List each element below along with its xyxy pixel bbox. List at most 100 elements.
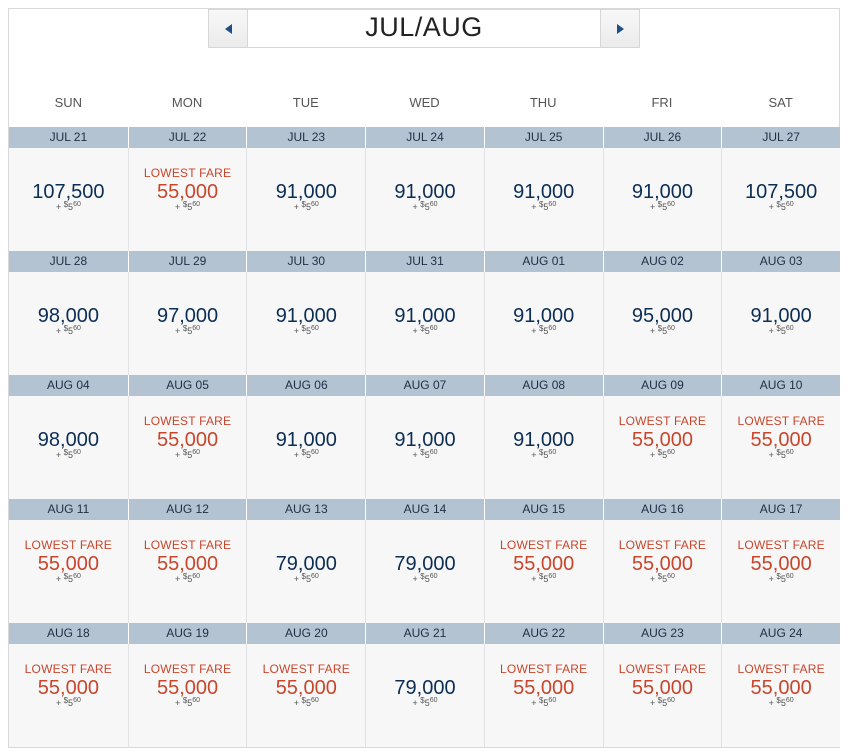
tax-cents: 60 [548,325,557,332]
tax-dollar-sign: $ [657,696,663,705]
day-cell[interactable]: JUL 24 91,000 + $560 [365,127,484,251]
day-cell[interactable]: AUG 15 LOWEST FARE 55,000 + $560 [483,499,603,623]
day-cell[interactable]: AUG 09 LOWEST FARE 55,000 + $560 [602,375,722,499]
fare-miles: 55,000 [156,677,219,699]
tax-whole: 5 [662,574,668,584]
day-cell[interactable]: AUG 02 95,000 + $560 [602,251,722,375]
day-cell[interactable]: JUL 30 91,000 + $560 [246,251,366,375]
weekday-label: MON [171,95,203,110]
tax-prefix: + [649,326,658,336]
tax-prefix: + [293,326,302,336]
day-date-label: JUL 25 [483,127,603,148]
tax-dollar-sign: $ [538,200,544,209]
fare-miles: 79,000 [394,677,456,699]
tax-dollar-sign: $ [301,572,306,581]
day-date-label: AUG 18 [9,623,128,644]
fare-tax: + $560 [9,696,128,708]
day-cell[interactable]: AUG 16 LOWEST FARE 55,000 + $560 [602,499,722,623]
month-navigator: JUL/AUG [208,9,640,48]
day-cell[interactable]: JUL 22 LOWEST FARE 55,000 + $560 [127,127,247,251]
fare-tax: + $560 [722,696,840,708]
day-date-label: AUG 17 [721,499,840,520]
day-cell[interactable]: AUG 11 LOWEST FARE 55,000 + $560 [9,499,128,623]
day-cell[interactable]: JUL 27 107,500 + $560 [721,127,840,251]
lowest-fare-label: LOWEST FARE [143,414,232,428]
tax-cents: 60 [311,201,319,208]
tax-dollar-sign: $ [182,448,188,457]
day-cell[interactable]: AUG 08 91,000 + $560 [483,375,603,499]
previous-month-button[interactable] [209,10,248,47]
day-cell[interactable]: AUG 17 LOWEST FARE 55,000 + $560 [721,499,840,623]
day-cell[interactable]: JUL 21 107,500 + $560 [9,127,128,251]
tax-cents: 60 [311,449,319,456]
tax-whole: 5 [780,698,786,708]
day-cell[interactable]: AUG 22 LOWEST FARE 55,000 + $560 [483,623,603,747]
fare-miles: 55,000 [631,677,693,699]
tax-whole: 5 [305,574,311,584]
day-cell[interactable]: AUG 10 LOWEST FARE 55,000 + $560 [721,375,840,499]
day-date-label: AUG 16 [602,499,722,520]
day-fare: LOWEST FARE 55,000 + $560 [9,644,128,747]
lowest-fare-label: LOWEST FARE [737,662,825,676]
day-cell[interactable]: JUL 31 91,000 + $560 [365,251,484,375]
arrow-right-icon [616,23,624,34]
day-cell[interactable]: AUG 20 LOWEST FARE 55,000 + $560 [246,623,366,747]
day-cell[interactable]: AUG 14 79,000 + $560 [365,499,484,623]
tax-prefix: + [531,574,539,584]
day-fare: 91,000 + $560 [485,148,603,251]
lowest-fare-label: LOWEST FARE [618,538,707,552]
day-cell[interactable]: JUL 26 91,000 + $560 [602,127,722,251]
fare-tax: + $560 [129,324,247,336]
weekday-label: FRI [651,95,673,110]
day-cell[interactable]: JUL 29 97,000 + $560 [127,251,247,375]
tax-whole: 5 [543,326,549,336]
fare-tax: + $560 [485,696,603,708]
day-cell[interactable]: AUG 05 LOWEST FARE 55,000 + $560 [127,375,247,499]
fare-tax: + $560 [604,200,722,212]
day-cell[interactable]: AUG 18 LOWEST FARE 55,000 + $560 [9,623,128,747]
tax-prefix: + [175,202,183,212]
day-fare: LOWEST FARE 55,000 + $560 [129,396,247,499]
day-cell[interactable]: AUG 23 LOWEST FARE 55,000 + $560 [602,623,722,747]
tax-whole: 5 [187,574,193,584]
lowest-fare-label: LOWEST FARE [262,662,350,676]
day-cell[interactable]: AUG 21 79,000 + $560 [365,623,484,747]
tax-prefix: + [412,326,421,336]
fare-tax: + $560 [247,448,365,460]
day-cell[interactable]: JUL 23 91,000 + $560 [246,127,366,251]
fare-miles: 91,000 [631,181,693,203]
tax-prefix: + [55,698,64,708]
day-cell[interactable]: JUL 25 91,000 + $560 [483,127,603,251]
tax-whole: 5 [187,202,193,212]
tax-cents: 60 [785,449,794,456]
tax-dollar-sign: $ [776,324,781,333]
day-cell[interactable]: AUG 07 91,000 + $560 [365,375,484,499]
fare-tax: + $560 [604,696,722,708]
next-month-button[interactable] [600,10,639,47]
day-cell[interactable]: JUL 28 98,000 + $560 [9,251,128,375]
day-cell[interactable]: AUG 06 91,000 + $560 [246,375,366,499]
fare-miles: 91,000 [275,429,337,451]
day-cell[interactable]: AUG 03 91,000 + $560 [721,251,840,375]
lowest-fare-label: LOWEST FARE [500,662,588,676]
tax-cents: 60 [548,201,557,208]
day-cell[interactable]: AUG 24 LOWEST FARE 55,000 + $560 [721,623,840,747]
day-cell[interactable]: AUG 01 91,000 + $560 [483,251,603,375]
fare-miles: 95,000 [631,305,693,327]
fare-miles: 55,000 [513,553,575,575]
tax-prefix: + [55,450,64,460]
tax-prefix: + [55,202,64,212]
tax-cents: 60 [73,573,81,580]
day-cell[interactable]: AUG 19 LOWEST FARE 55,000 + $560 [127,623,247,747]
day-fare: 91,000 + $560 [247,396,365,499]
day-date-label: AUG 22 [483,623,603,644]
day-cell[interactable]: AUG 04 98,000 + $560 [9,375,128,499]
day-cell[interactable]: AUG 12 LOWEST FARE 55,000 + $560 [127,499,247,623]
fare-tax: + $560 [485,200,603,212]
day-cell[interactable]: AUG 13 79,000 + $560 [246,499,366,623]
day-fare: 91,000 + $560 [485,272,603,375]
weekday-label: TUE [292,95,319,110]
tax-prefix: + [55,574,64,584]
fare-miles: 55,000 [750,429,812,451]
tax-prefix: + [531,698,539,708]
